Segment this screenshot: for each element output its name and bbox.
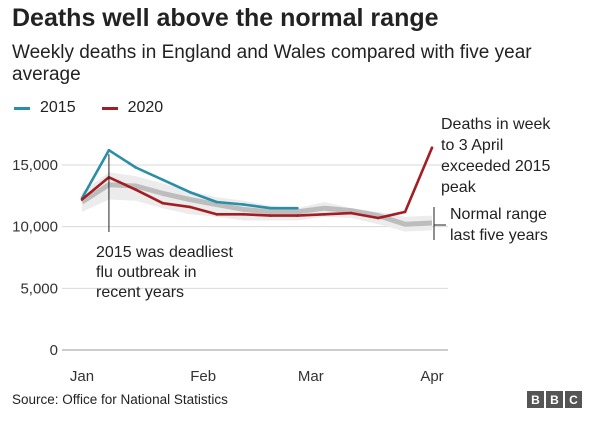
legend: 2015 2020 xyxy=(14,99,189,117)
legend-swatch-2015 xyxy=(14,106,30,110)
x-tick-label: Feb xyxy=(190,368,216,385)
x-tick-label: Mar xyxy=(298,368,324,385)
data-point-2020 xyxy=(323,213,326,216)
legend-label-2015: 2015 xyxy=(40,99,76,116)
annotation-april-line: Deaths in week xyxy=(441,116,551,133)
y-tick-label: 5,000 xyxy=(20,280,58,297)
data-point-2020 xyxy=(161,201,165,205)
annotation-april-line: exceeded 2015 xyxy=(441,158,551,175)
data-point-2015 xyxy=(134,166,138,169)
x-tick-label: Jan xyxy=(70,368,94,385)
annotation-april-line: to 3 April xyxy=(441,137,503,154)
source-note: Source: Office for National Statistics xyxy=(12,392,228,407)
annotation-flu-line: 2015 was deadliest xyxy=(96,244,234,261)
chart-subtitle: Weekly deaths in England and Wales compa… xyxy=(12,42,532,85)
annotation-normal-line: last five years xyxy=(450,227,548,244)
data-point-2020 xyxy=(188,205,191,209)
data-point-2015 xyxy=(107,148,111,152)
data-point-2020 xyxy=(349,211,353,215)
bbc-logo-letter: C xyxy=(565,391,582,408)
data-point-2020 xyxy=(296,214,299,217)
legend-label-2020: 2020 xyxy=(127,99,164,116)
legend-swatch-2020 xyxy=(101,106,118,110)
y-tick-label: 15,000 xyxy=(12,157,58,174)
data-point-2015 xyxy=(296,206,299,210)
annotation-flu-line: flu outbreak in xyxy=(96,264,197,281)
data-point-2015 xyxy=(161,178,165,182)
data-point-2015 xyxy=(242,203,245,206)
data-point-2020 xyxy=(376,216,380,220)
data-point-2015 xyxy=(215,200,218,204)
legend-item-2020: 2020 xyxy=(101,99,164,117)
data-point-2020 xyxy=(80,198,84,201)
y-tick-label: 0 xyxy=(50,342,58,359)
average-line xyxy=(80,182,433,227)
data-point-2020 xyxy=(403,210,407,214)
data-point-2020 xyxy=(134,188,138,191)
data-point-2015 xyxy=(188,190,191,194)
x-tick-label: Apr xyxy=(420,368,443,385)
bbc-logo-letter: B xyxy=(527,391,544,408)
legend-item-2015: 2015 xyxy=(14,99,76,117)
y-tick-label: 10,000 xyxy=(12,219,58,236)
data-point-2020 xyxy=(215,213,218,216)
annotation-flu-line: recent years xyxy=(96,284,184,301)
normal-range-band xyxy=(82,172,432,232)
bbc-logo: B B C xyxy=(525,391,582,408)
data-point-2015 xyxy=(269,206,272,210)
annotation-april-line: peak xyxy=(441,179,477,196)
chart-title: Deaths well above the normal range xyxy=(12,4,439,32)
bbc-logo-letter: B xyxy=(546,391,563,408)
annotation-normal-line: Normal range xyxy=(450,206,547,223)
data-point-2020 xyxy=(242,213,245,216)
data-point-2020 xyxy=(430,146,434,150)
data-point-2020 xyxy=(269,214,272,217)
series-line-2020 xyxy=(81,147,434,220)
